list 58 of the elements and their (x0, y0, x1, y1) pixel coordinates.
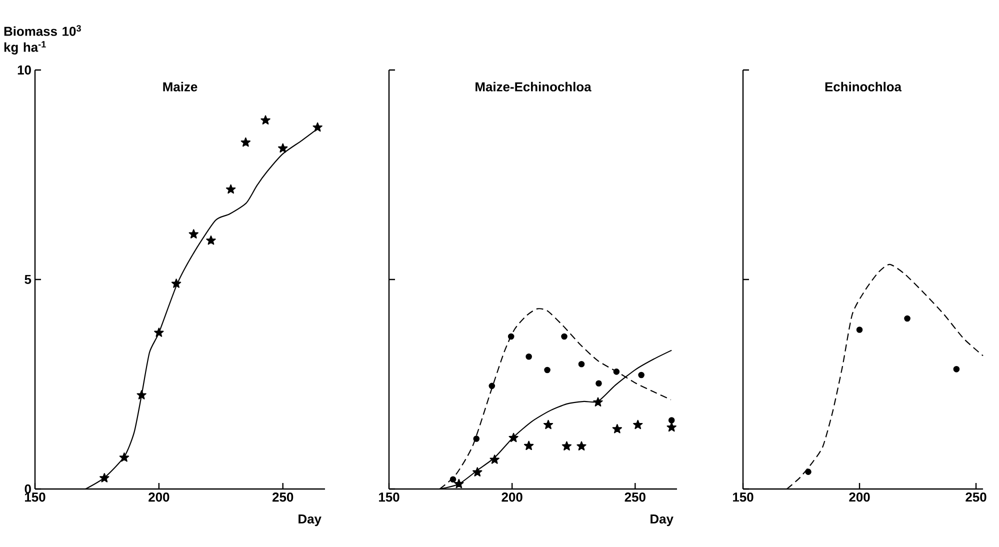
x-tick-label: 150 (379, 492, 400, 502)
point (454, 478, 464, 488)
point (472, 467, 482, 476)
point (226, 184, 236, 194)
y-tick-label: 10 (18, 65, 31, 75)
point (638, 372, 644, 378)
point (544, 366, 550, 374)
point (171, 278, 182, 288)
point (450, 476, 456, 483)
point (136, 390, 146, 400)
point (524, 440, 534, 450)
point (612, 424, 622, 434)
point (508, 333, 514, 340)
x-tick-label: 250 (624, 492, 646, 502)
point (561, 333, 568, 340)
x-tick-label: 200 (148, 492, 170, 502)
point (856, 326, 863, 333)
point (596, 380, 602, 387)
text: Biomass 10$^{3}$ kg ha$^{-1}$ (4, 25, 81, 54)
point (543, 420, 554, 430)
point (508, 432, 518, 442)
point (473, 436, 480, 442)
point (278, 143, 288, 153)
x-tick-label: 250 (966, 492, 986, 502)
x-tick-label: 150 (25, 492, 46, 502)
x-axis-title: Day (650, 514, 674, 526)
x-tick-label: 200 (502, 492, 522, 502)
point (188, 229, 198, 238)
x-tick-label: 200 (849, 492, 870, 502)
point (805, 468, 812, 475)
point (613, 368, 620, 375)
point (904, 315, 910, 322)
text: Maize (163, 82, 198, 92)
point (260, 115, 270, 124)
x-axis-title: Day (298, 514, 322, 526)
x-tick-label: 250 (272, 492, 294, 502)
point (154, 328, 164, 337)
point (240, 137, 251, 147)
y-tick-label: 0 (24, 484, 31, 494)
point (312, 122, 322, 132)
point (100, 473, 110, 482)
point (526, 353, 532, 360)
point (578, 360, 585, 368)
text: Maize-Echinochloa (476, 82, 592, 92)
point (633, 420, 643, 430)
point (562, 441, 572, 450)
point (119, 452, 130, 462)
point (953, 366, 960, 372)
point (488, 382, 496, 390)
point (206, 235, 216, 245)
point (666, 422, 676, 432)
text: Echinochloa (825, 82, 902, 92)
x-tick-label: 150 (733, 492, 754, 502)
y-tick-label: 5 (24, 274, 32, 284)
point (576, 441, 586, 450)
point (593, 397, 603, 406)
point (668, 417, 675, 424)
point (490, 454, 500, 464)
